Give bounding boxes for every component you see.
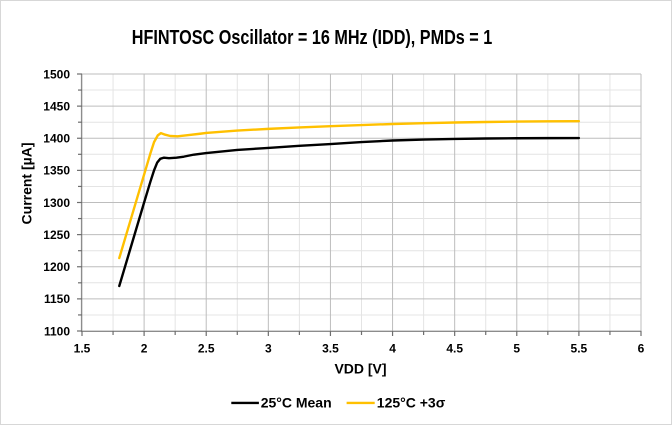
svg-text:4.5: 4.5 [446, 342, 463, 356]
svg-text:1100: 1100 [44, 324, 70, 338]
svg-text:4: 4 [389, 342, 396, 356]
svg-text:1450: 1450 [43, 99, 70, 113]
svg-text:1400: 1400 [43, 132, 70, 146]
svg-text:VDD [V]: VDD [V] [334, 361, 386, 377]
svg-text:5.5: 5.5 [571, 342, 588, 356]
svg-text:HFINTOSC Oscillator = 16 MHz (: HFINTOSC Oscillator = 16 MHz (IDD), PMDs… [132, 26, 492, 48]
svg-text:2: 2 [141, 342, 148, 356]
svg-text:25°C Mean: 25°C Mean [261, 395, 332, 411]
svg-text:5: 5 [513, 342, 520, 356]
svg-text:1300: 1300 [43, 196, 70, 210]
svg-text:1200: 1200 [43, 260, 70, 274]
svg-text:2.5: 2.5 [198, 342, 215, 356]
svg-text:3: 3 [265, 342, 272, 356]
svg-text:6: 6 [638, 342, 645, 356]
svg-text:1250: 1250 [43, 228, 70, 242]
svg-text:3.5: 3.5 [322, 342, 339, 356]
svg-text:1350: 1350 [43, 164, 70, 178]
svg-text:Current [µA]: Current [µA] [19, 143, 35, 225]
svg-text:1.5: 1.5 [74, 342, 91, 356]
svg-text:1150: 1150 [44, 292, 70, 306]
svg-text:1500: 1500 [43, 67, 70, 81]
svg-text:125°C +3σ: 125°C +3σ [377, 395, 446, 411]
